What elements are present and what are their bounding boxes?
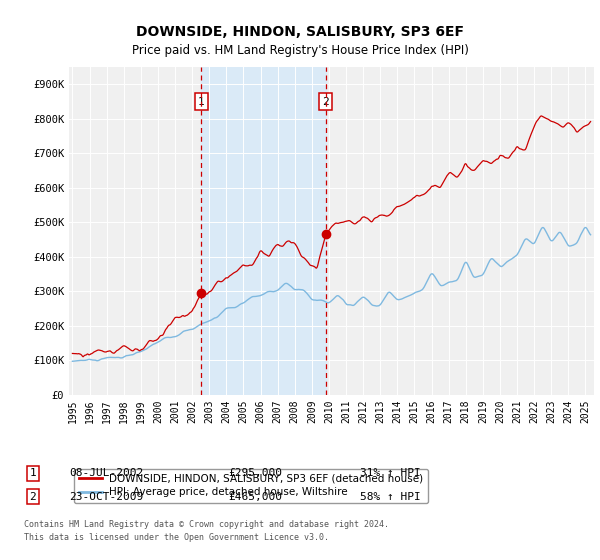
Text: 2: 2 xyxy=(322,96,329,106)
Text: 1: 1 xyxy=(29,468,37,478)
Text: 2: 2 xyxy=(29,492,37,502)
Text: 08-JUL-2002: 08-JUL-2002 xyxy=(69,468,143,478)
Text: 23-OCT-2009: 23-OCT-2009 xyxy=(69,492,143,502)
Text: 1: 1 xyxy=(198,96,205,106)
Text: Price paid vs. HM Land Registry's House Price Index (HPI): Price paid vs. HM Land Registry's House … xyxy=(131,44,469,57)
Text: £295,000: £295,000 xyxy=(228,468,282,478)
Text: 31% ↑ HPI: 31% ↑ HPI xyxy=(360,468,421,478)
Text: DOWNSIDE, HINDON, SALISBURY, SP3 6EF: DOWNSIDE, HINDON, SALISBURY, SP3 6EF xyxy=(136,25,464,39)
Text: Contains HM Land Registry data © Crown copyright and database right 2024.: Contains HM Land Registry data © Crown c… xyxy=(24,520,389,529)
Text: 58% ↑ HPI: 58% ↑ HPI xyxy=(360,492,421,502)
Legend: DOWNSIDE, HINDON, SALISBURY, SP3 6EF (detached house), HPI: Average price, detac: DOWNSIDE, HINDON, SALISBURY, SP3 6EF (de… xyxy=(74,469,428,503)
Text: £465,000: £465,000 xyxy=(228,492,282,502)
Bar xyxy=(202,67,326,395)
Text: This data is licensed under the Open Government Licence v3.0.: This data is licensed under the Open Gov… xyxy=(24,533,329,542)
